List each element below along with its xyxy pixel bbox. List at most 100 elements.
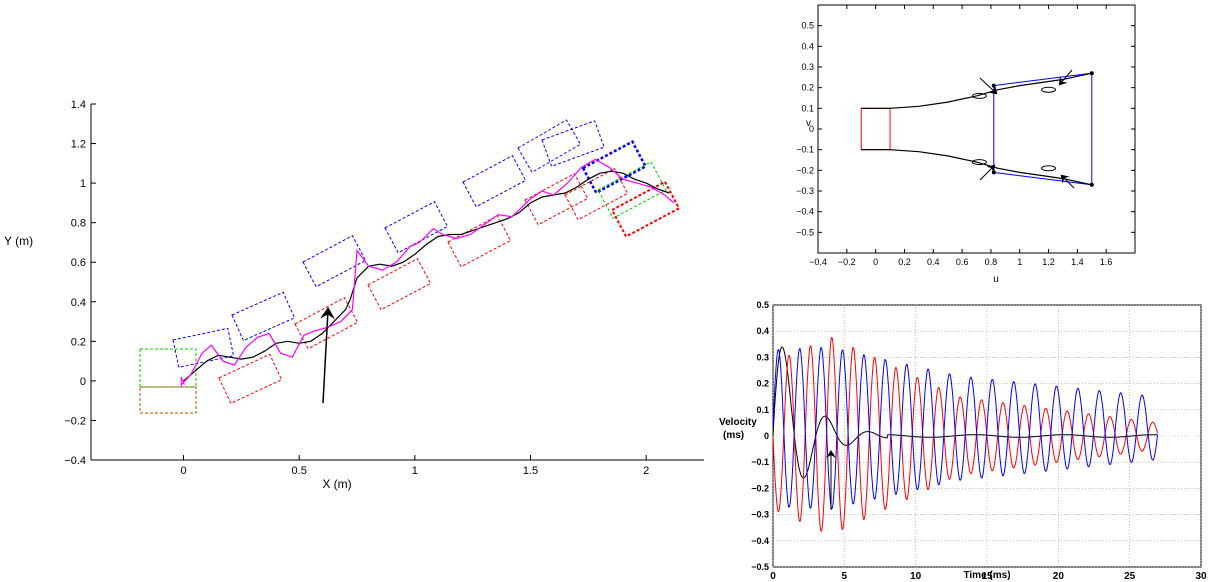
x-axis-label: X (m) xyxy=(322,477,351,491)
uv-arrow xyxy=(979,77,998,95)
uv-x-tick-label: −0.2 xyxy=(838,257,856,267)
velocity-y-tick-label: −0.1 xyxy=(751,457,769,467)
front-box xyxy=(384,201,449,254)
y-tick-label: −0.4 xyxy=(64,455,86,467)
uv-plot: −0.5 −0.4 −0.3 −0.2 −0.1 0 0.1 0.2 0.3 0.4 0.5 −0.… xyxy=(796,4,1136,285)
uv-plot-frame xyxy=(817,4,1136,254)
front-box xyxy=(302,235,367,288)
velocity-x-tick-label: 15 xyxy=(981,571,993,582)
uv-boundary-line xyxy=(861,72,1092,109)
rear-box xyxy=(447,215,512,268)
velocity-blue-line xyxy=(772,347,1158,510)
uv-x-tick-label: 0.8 xyxy=(985,257,998,267)
front-box xyxy=(517,119,582,173)
uv-corner-point xyxy=(991,83,996,88)
uv-x-tick-label: 1.4 xyxy=(1071,257,1084,267)
uv-y-tick-label: −0.3 xyxy=(796,186,814,196)
uv-y-tick-label: 0.2 xyxy=(801,83,814,93)
robot-footprints xyxy=(139,119,681,414)
start-box xyxy=(139,348,197,388)
front-boxes xyxy=(172,119,605,368)
x-tick-label: 1 xyxy=(412,465,418,477)
uv-arrow xyxy=(1058,69,1073,86)
uv-x-tick-label: 1.2 xyxy=(1042,257,1055,267)
x-tick-label: 2 xyxy=(643,465,649,477)
uv-x-axis-label: u xyxy=(993,274,999,285)
uv-x-tick-label: −0.4 xyxy=(809,257,827,267)
velocity-y-tick-label: 0 xyxy=(764,431,769,441)
velocity-y-tick-label: −0.5 xyxy=(751,562,769,572)
uv-y-tick-label: −0.5 xyxy=(796,227,814,237)
uv-boundary-line xyxy=(861,149,1092,186)
uv-loop xyxy=(1041,86,1057,93)
inner-region xyxy=(860,107,891,151)
front-box xyxy=(462,155,527,208)
velocity-x-tick-label: 30 xyxy=(1195,571,1207,582)
uv-y-axis-label: v xyxy=(806,118,811,129)
velocity-y-axis-label: Velocity (ms) xyxy=(719,417,760,441)
y-tick-label: −0.2 xyxy=(64,415,86,427)
uv-loop xyxy=(1041,165,1057,172)
uv-loop xyxy=(971,159,987,166)
uv-arrow xyxy=(1060,174,1075,189)
uv-annotation-arrows xyxy=(979,69,1075,189)
start-box-lower-olive xyxy=(139,386,197,414)
y-tick-label: 1 xyxy=(80,178,86,190)
velocity-y-tick-label: −0.2 xyxy=(751,483,769,493)
y-tick-label: 0.6 xyxy=(71,257,86,269)
velocity-x-tick-label: 10 xyxy=(910,571,922,582)
uv-arrow xyxy=(979,164,996,181)
x-tick-label: 0.5 xyxy=(292,465,307,477)
velocity-y-tick-label: 0.5 xyxy=(756,300,769,310)
uv-x-tick-label: 0 xyxy=(873,257,878,267)
velocity-y-tick-label: −0.3 xyxy=(751,510,769,520)
uv-y-tick-label: −0.4 xyxy=(796,207,814,217)
uv-x-tick-label: 0.2 xyxy=(898,257,911,267)
final-rear-box xyxy=(610,180,681,238)
uv-x-tick-label: 1 xyxy=(1017,257,1022,267)
uv-y-tick-label: 0.4 xyxy=(801,41,814,51)
y-tick-label: 1.4 xyxy=(71,99,86,111)
uv-y-tick-label: 0 xyxy=(809,124,814,134)
start-marker xyxy=(180,376,185,387)
reference-path-line xyxy=(183,170,670,382)
uv-y-tick-label: −0.1 xyxy=(796,145,814,155)
uv-x-tick-label: 0.4 xyxy=(927,257,940,267)
outer-region xyxy=(993,72,1093,186)
y-tick-label: 0.8 xyxy=(71,218,86,230)
velocity-y-tick-label: 0.2 xyxy=(756,379,769,389)
annotation-arrow xyxy=(320,307,336,404)
velocity-plot: −0.5 −0.4 −0.3 −0.2 −0.1 0 0.1 0.2 0.3 0.4 0.5 0 5 1… xyxy=(719,300,1207,582)
velocity-y-tick-label: −0.4 xyxy=(751,536,769,546)
trajectory-plot: −0.4 −0.2 0 0.2 0.4 0.6 0.8 1 1.2 1.4 0 0.5 1 1.5 2 Y… xyxy=(4,99,704,491)
velocity-x-axis-label: Time (ms) xyxy=(963,570,1010,581)
y-tick-label: 0.4 xyxy=(71,297,86,309)
velocity-x-tick-label: 25 xyxy=(1124,571,1136,582)
velocity-y-tick-label: 0.3 xyxy=(756,352,769,362)
front-box xyxy=(231,291,296,342)
uv-x-tick-label: 1.6 xyxy=(1100,257,1113,267)
x-tick-label: 1.5 xyxy=(523,465,538,477)
velocity-x-tick-label: 5 xyxy=(842,571,848,582)
y-tick-label: 0.2 xyxy=(71,336,86,348)
y-tick-label: 0 xyxy=(80,376,86,388)
y-tick-label: 1.2 xyxy=(71,139,86,151)
x-tick-label: 0 xyxy=(180,465,186,477)
rear-box xyxy=(294,297,359,350)
uv-y-tick-label: 0.3 xyxy=(801,62,814,72)
uv-y-tick-label: 0.5 xyxy=(801,21,814,31)
start-box-lower xyxy=(139,386,197,414)
uv-loop xyxy=(971,92,987,99)
y-axis-label: Y (m) xyxy=(4,234,33,248)
uv-y-tick-label: 0.1 xyxy=(801,103,814,113)
rear-box xyxy=(367,258,432,311)
uv-y-tick-label: −0.2 xyxy=(796,165,814,175)
uv-corner-point xyxy=(991,170,996,175)
velocity-x-tick-label: 0 xyxy=(770,571,776,582)
velocity-y-tick-label: 0.1 xyxy=(756,405,769,415)
rear-box xyxy=(524,173,589,226)
robot-trajectory-line xyxy=(180,158,675,386)
rear-box xyxy=(218,353,283,405)
final-front-box xyxy=(581,140,648,195)
